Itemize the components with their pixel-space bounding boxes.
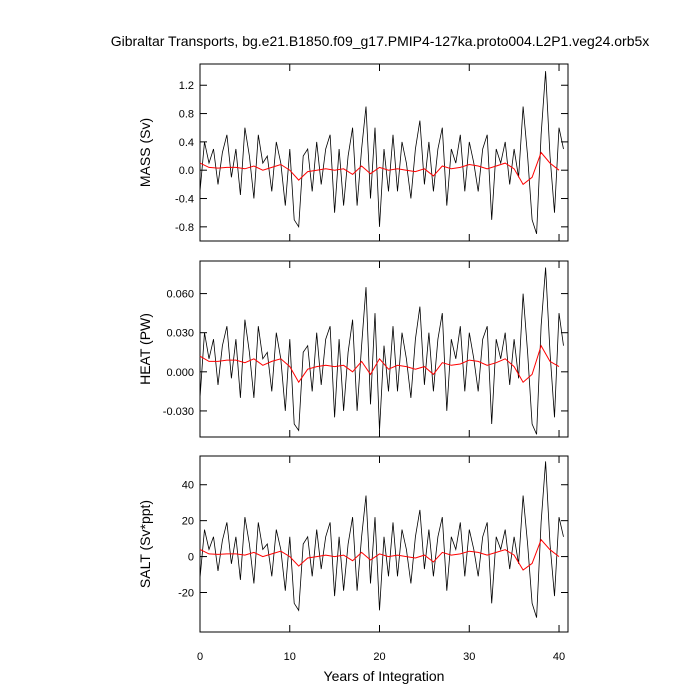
y-axis-label: MASS (Sv)	[137, 118, 153, 187]
x-tick-label: 30	[463, 651, 475, 663]
chart-title: Gibraltar Transports, bg.e21.B1850.f09_g…	[110, 33, 650, 49]
x-tick-label: 20	[373, 651, 385, 663]
y-tick-label: 1.2	[179, 80, 194, 92]
y-tick-label: 0.000	[166, 367, 194, 379]
y-axis-label: SALT (Sv*ppt)	[137, 500, 153, 588]
x-axis-label: Years of Integration	[324, 668, 445, 684]
x-tick-label: 10	[284, 651, 296, 663]
y-tick-label: 0.030	[166, 328, 194, 340]
y-tick-label: 0.0	[179, 165, 194, 177]
series-raw-line	[199, 71, 564, 235]
y-tick-label: 40	[182, 480, 194, 492]
y-tick-label: 20	[182, 516, 194, 528]
series-raw-line	[199, 267, 564, 435]
panel-1: 0.060 0.030 0.000 -0.030 HEAT (PW)	[137, 260, 569, 438]
y-tick-label: -0.4	[175, 194, 194, 206]
panel-frame	[199, 260, 569, 438]
panel-0: 1.2 0.8 0.4 0.0 -0.4 -0.8 MASS (Sv)	[137, 63, 569, 242]
y-tick-label: 0.060	[166, 289, 194, 301]
y-tick-label: -20	[178, 587, 194, 599]
series-smoothed-line	[199, 344, 560, 384]
series-smoothed-line	[199, 538, 560, 571]
y-tick-label: -0.8	[175, 222, 194, 234]
y-axis-label: HEAT (PW)	[137, 313, 153, 385]
y-tick-label: 0	[188, 552, 194, 564]
y-tick-label: 0.8	[179, 109, 194, 121]
panel-frame	[199, 63, 569, 242]
x-tick-label: 40	[553, 651, 565, 663]
panel-frame	[199, 455, 569, 633]
y-tick-label: 0.4	[179, 137, 194, 149]
x-tick-label: 0	[197, 651, 203, 663]
y-tick-label: -0.030	[163, 406, 194, 418]
panel-2: 40 20 0 -20 SALT (Sv*ppt)	[137, 455, 569, 633]
x-axis: 0 10 20 30 40	[197, 651, 565, 663]
series-smoothed-line	[199, 151, 560, 186]
series-raw-line	[199, 461, 564, 618]
